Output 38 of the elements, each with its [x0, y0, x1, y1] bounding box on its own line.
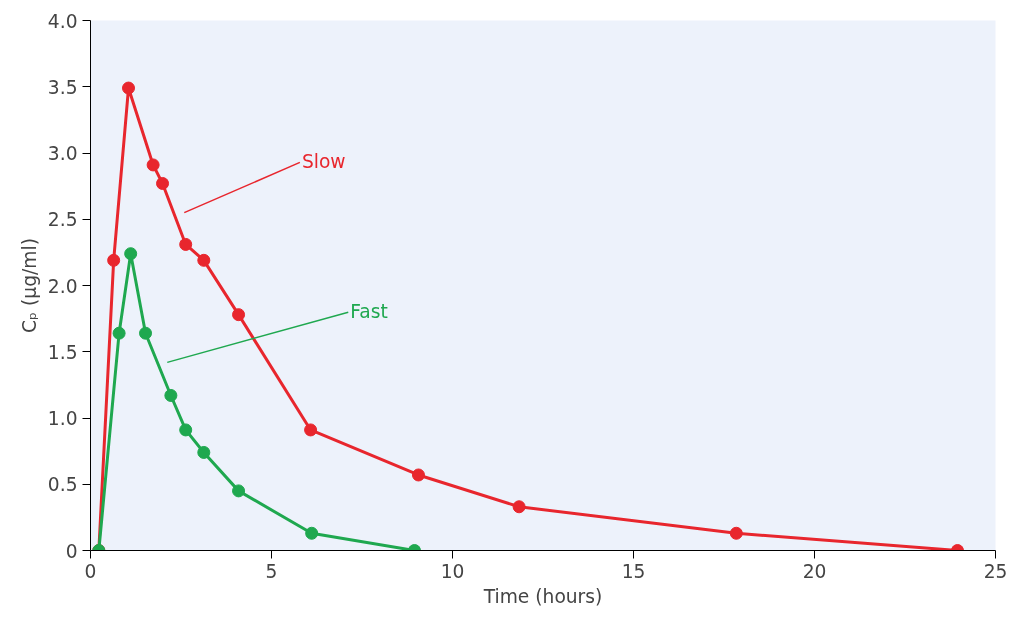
- point: [197, 253, 211, 267]
- point: [139, 326, 153, 340]
- point: [305, 526, 319, 540]
- y-tick-label: 4.0: [47, 10, 78, 32]
- point: [146, 158, 160, 172]
- y-tick-label: 3.5: [47, 76, 78, 98]
- y-tick-label: 3.0: [47, 143, 78, 164]
- x-tick-label: 10: [440, 560, 465, 582]
- y-tick-label: 2.5: [47, 209, 78, 231]
- x-tick-label: 20: [802, 560, 827, 582]
- x-tick-label: 25: [983, 560, 1008, 582]
- text: Slow: [301, 151, 346, 173]
- point: [179, 423, 193, 437]
- point: [232, 308, 246, 322]
- point: [729, 526, 743, 540]
- y-tick-label: 1.5: [47, 341, 78, 363]
- y-tick-label: 0.5: [47, 474, 78, 496]
- point: [411, 468, 425, 482]
- point: [164, 388, 178, 402]
- y-tick-label: 2.0: [47, 275, 78, 297]
- point: [122, 81, 136, 95]
- point: [197, 445, 211, 459]
- point: [512, 500, 526, 514]
- x-tick-label: 5: [265, 560, 278, 582]
- point: [112, 326, 126, 340]
- point: [124, 247, 138, 261]
- y-axis-title: Cₚ (μg/ml): [18, 238, 40, 333]
- x-axis-title: Time (hours): [482, 585, 603, 607]
- x-tick-label: 15: [621, 560, 646, 582]
- point: [304, 423, 318, 437]
- point: [107, 253, 121, 267]
- text: Fast: [350, 301, 388, 323]
- point: [232, 484, 246, 498]
- y-tick-label: 0: [65, 540, 78, 562]
- point: [179, 237, 193, 251]
- y-tick-label: 1.0: [47, 408, 78, 429]
- x-tick-label: 0: [84, 560, 97, 582]
- point: [156, 176, 170, 190]
